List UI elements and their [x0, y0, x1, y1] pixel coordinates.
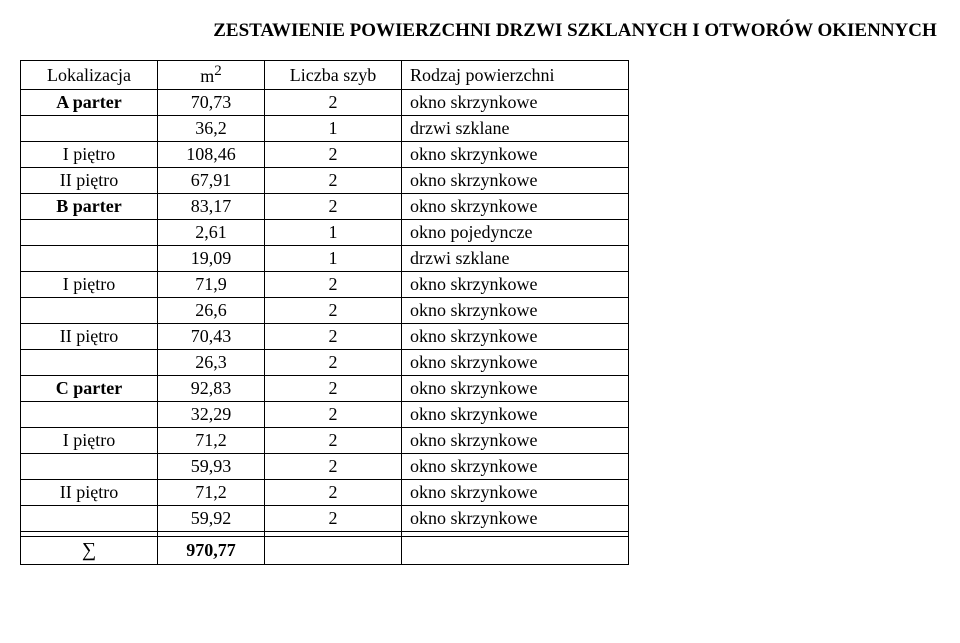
cell-liczba-szyb: 2 [265, 142, 402, 168]
table-row: 32,292okno skrzynkowe [21, 402, 629, 428]
cell-liczba-szyb: 2 [265, 428, 402, 454]
cell-lokalizacja [21, 350, 158, 376]
cell-sum-szyb [265, 537, 402, 565]
table-row: 59,932okno skrzynkowe [21, 454, 629, 480]
cell-m2: 26,6 [158, 298, 265, 324]
cell-rodzaj: okno skrzynkowe [402, 480, 629, 506]
cell-liczba-szyb: 2 [265, 454, 402, 480]
table-row: II piętro71,22okno skrzynkowe [21, 480, 629, 506]
cell-m2: 19,09 [158, 246, 265, 272]
header-lokalizacja: Lokalizacja [21, 61, 158, 90]
cell-rodzaj: okno skrzynkowe [402, 506, 629, 532]
header-rodzaj: Rodzaj powierzchni [402, 61, 629, 90]
cell-liczba-szyb: 2 [265, 480, 402, 506]
cell-lokalizacja [21, 402, 158, 428]
cell-lokalizacja [21, 116, 158, 142]
cell-m2: 71,9 [158, 272, 265, 298]
cell-m2: 2,61 [158, 220, 265, 246]
cell-lokalizacja: I piętro [21, 428, 158, 454]
table-header-row: Lokalizacja m2 Liczba szyb Rodzaj powier… [21, 61, 629, 90]
cell-liczba-szyb: 1 [265, 246, 402, 272]
cell-m2: 92,83 [158, 376, 265, 402]
table-row: I piętro71,92okno skrzynkowe [21, 272, 629, 298]
cell-lokalizacja [21, 220, 158, 246]
cell-rodzaj: drzwi szklane [402, 116, 629, 142]
cell-m2: 108,46 [158, 142, 265, 168]
cell-rodzaj: okno skrzynkowe [402, 168, 629, 194]
cell-sum-rodzaj [402, 537, 629, 565]
cell-lokalizacja: I piętro [21, 142, 158, 168]
cell-liczba-szyb: 2 [265, 350, 402, 376]
cell-lokalizacja: II piętro [21, 324, 158, 350]
table-row: 59,922okno skrzynkowe [21, 506, 629, 532]
cell-lokalizacja [21, 246, 158, 272]
table-row: I piętro71,22okno skrzynkowe [21, 428, 629, 454]
cell-m2: 71,2 [158, 428, 265, 454]
cell-rodzaj: okno skrzynkowe [402, 142, 629, 168]
cell-liczba-szyb: 2 [265, 298, 402, 324]
cell-liczba-szyb: 2 [265, 194, 402, 220]
page-title: ZESTAWIENIE POWIERZCHNI DRZWI SZKLANYCH … [210, 20, 940, 42]
cell-liczba-szyb: 2 [265, 272, 402, 298]
table-row: I piętro108,462okno skrzynkowe [21, 142, 629, 168]
cell-rodzaj: okno skrzynkowe [402, 350, 629, 376]
cell-lokalizacja [21, 506, 158, 532]
cell-rodzaj: okno skrzynkowe [402, 272, 629, 298]
header-m2-exp: 2 [214, 63, 222, 79]
cell-rodzaj: drzwi szklane [402, 246, 629, 272]
cell-m2: 71,2 [158, 480, 265, 506]
header-m2-base: m [200, 66, 214, 86]
cell-lokalizacja: II piętro [21, 168, 158, 194]
cell-sigma: ∑ [21, 537, 158, 565]
surface-table: Lokalizacja m2 Liczba szyb Rodzaj powier… [20, 60, 629, 565]
cell-m2: 59,93 [158, 454, 265, 480]
cell-rodzaj: okno skrzynkowe [402, 402, 629, 428]
cell-rodzaj: okno skrzynkowe [402, 376, 629, 402]
cell-liczba-szyb: 2 [265, 402, 402, 428]
cell-lokalizacja [21, 454, 158, 480]
table-row: II piętro67,912okno skrzynkowe [21, 168, 629, 194]
cell-rodzaj: okno skrzynkowe [402, 90, 629, 116]
table-row: II piętro70,432okno skrzynkowe [21, 324, 629, 350]
header-liczba-szyb: Liczba szyb [265, 61, 402, 90]
cell-m2: 70,73 [158, 90, 265, 116]
cell-lokalizacja: A parter [21, 90, 158, 116]
cell-liczba-szyb: 1 [265, 220, 402, 246]
cell-rodzaj: okno skrzynkowe [402, 324, 629, 350]
cell-sum-value: 970,77 [158, 537, 265, 565]
cell-lokalizacja: C parter [21, 376, 158, 402]
cell-rodzaj: okno skrzynkowe [402, 454, 629, 480]
cell-rodzaj: okno skrzynkowe [402, 428, 629, 454]
cell-rodzaj: okno pojedyncze [402, 220, 629, 246]
cell-liczba-szyb: 2 [265, 376, 402, 402]
cell-liczba-szyb: 1 [265, 116, 402, 142]
table-row: C parter92,832okno skrzynkowe [21, 376, 629, 402]
cell-m2: 59,92 [158, 506, 265, 532]
table-row: 26,62okno skrzynkowe [21, 298, 629, 324]
cell-lokalizacja: I piętro [21, 272, 158, 298]
cell-m2: 70,43 [158, 324, 265, 350]
table-sum-row: ∑970,77 [21, 537, 629, 565]
cell-lokalizacja: II piętro [21, 480, 158, 506]
cell-m2: 83,17 [158, 194, 265, 220]
cell-liczba-szyb: 2 [265, 90, 402, 116]
cell-lokalizacja: B parter [21, 194, 158, 220]
header-m2: m2 [158, 61, 265, 90]
cell-rodzaj: okno skrzynkowe [402, 194, 629, 220]
table-row: 36,21drzwi szklane [21, 116, 629, 142]
table-row: 26,32okno skrzynkowe [21, 350, 629, 376]
cell-liczba-szyb: 2 [265, 324, 402, 350]
cell-liczba-szyb: 2 [265, 506, 402, 532]
cell-m2: 26,3 [158, 350, 265, 376]
cell-m2: 36,2 [158, 116, 265, 142]
table-row: 19,091drzwi szklane [21, 246, 629, 272]
cell-m2: 67,91 [158, 168, 265, 194]
table-row: B parter83,172okno skrzynkowe [21, 194, 629, 220]
cell-m2: 32,29 [158, 402, 265, 428]
cell-lokalizacja [21, 298, 158, 324]
cell-liczba-szyb: 2 [265, 168, 402, 194]
table-row: A parter70,732okno skrzynkowe [21, 90, 629, 116]
cell-rodzaj: okno skrzynkowe [402, 298, 629, 324]
table-row: 2,611okno pojedyncze [21, 220, 629, 246]
